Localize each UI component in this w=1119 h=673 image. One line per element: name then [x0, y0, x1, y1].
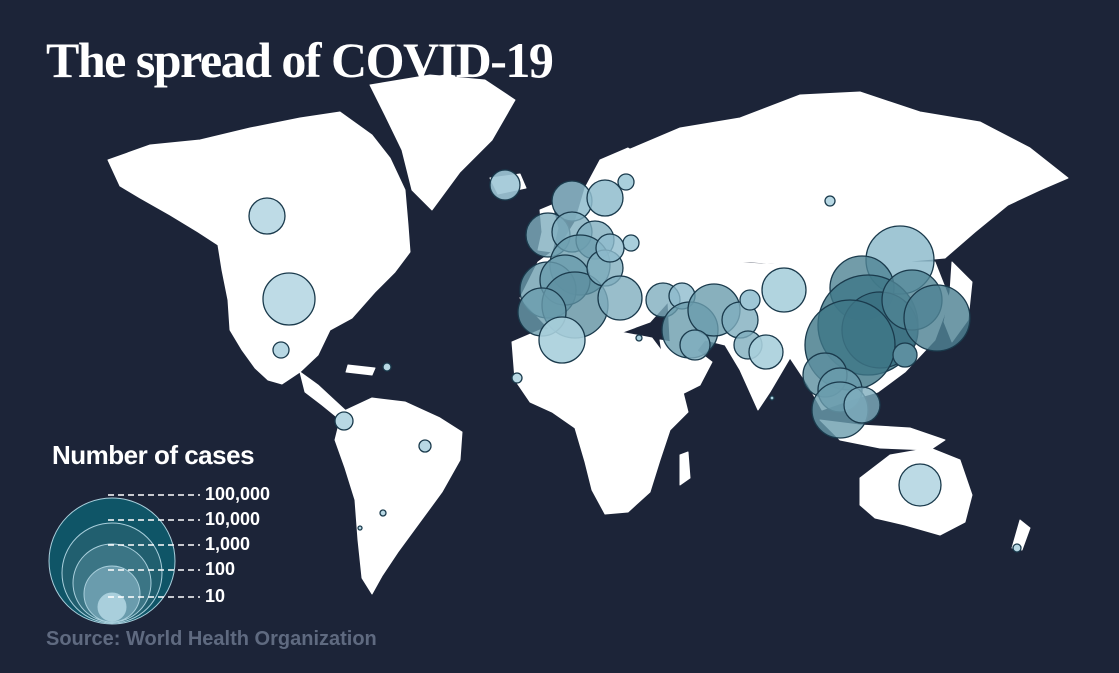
- landmass-new-zealand: [1011, 519, 1031, 551]
- bubble-ecuador: [334, 411, 354, 431]
- bubble-mexico: [272, 341, 290, 359]
- bubble-greece: [597, 275, 643, 321]
- landmass-russia: [627, 91, 1069, 266]
- bubble-egypt: [635, 334, 643, 342]
- bubble-canada: [248, 197, 286, 235]
- bubble-senegal: [511, 372, 523, 384]
- bubble-argentina: [379, 509, 387, 517]
- bubble-nepal: [761, 267, 807, 313]
- bubble-australia: [898, 463, 942, 507]
- case-bubbles: [248, 169, 1022, 553]
- source-note: Source: World Health Organization: [46, 628, 377, 650]
- legend-label-1000: 1,000: [205, 534, 251, 554]
- bubble-finland: [617, 173, 635, 191]
- legend-label-10000: 10,000: [205, 509, 261, 529]
- bubble-taiwan: [892, 342, 918, 368]
- legend-label-10: 10: [205, 586, 226, 606]
- bubble-iceland: [489, 169, 521, 201]
- bubble-dominican-republic: [382, 362, 392, 372]
- bubble-japan: [903, 284, 971, 352]
- legend-label-100: 100: [205, 559, 236, 579]
- landmass-greenland: [369, 74, 516, 211]
- bubble-chile: [357, 525, 363, 531]
- bubble-sri-lanka: [769, 395, 775, 401]
- bubble-estonia: [622, 234, 640, 252]
- bubble-algeria: [538, 316, 586, 364]
- bubble-sweden: [586, 179, 624, 217]
- bubble-russia: [824, 195, 836, 207]
- legend-title: Number of cases: [52, 440, 255, 470]
- bubble-new-zealand: [1012, 543, 1022, 553]
- legend-bubble-10: [97, 592, 127, 622]
- legend-bubbles: [48, 497, 176, 625]
- legend-dash-lines: [108, 494, 200, 598]
- bubble-poland: [595, 233, 625, 263]
- landmass-north-america: [107, 111, 411, 385]
- bubble-georgia: [739, 289, 761, 311]
- landmass-south-america: [334, 397, 463, 595]
- bubble-india: [748, 334, 784, 370]
- bubble-usa: [262, 272, 316, 326]
- bubble-kuwait: [679, 329, 711, 361]
- landmass-central-america: [299, 371, 346, 419]
- landmass-caribbean: [345, 364, 376, 376]
- bubble-brazil: [418, 439, 432, 453]
- map-title: The spread of COVID-19: [46, 32, 554, 88]
- landmass-madagascar: [679, 451, 691, 486]
- bubble-philippines: [843, 386, 881, 424]
- landmass-africa: [511, 327, 689, 515]
- legend-label-100000: 100,000: [205, 484, 271, 504]
